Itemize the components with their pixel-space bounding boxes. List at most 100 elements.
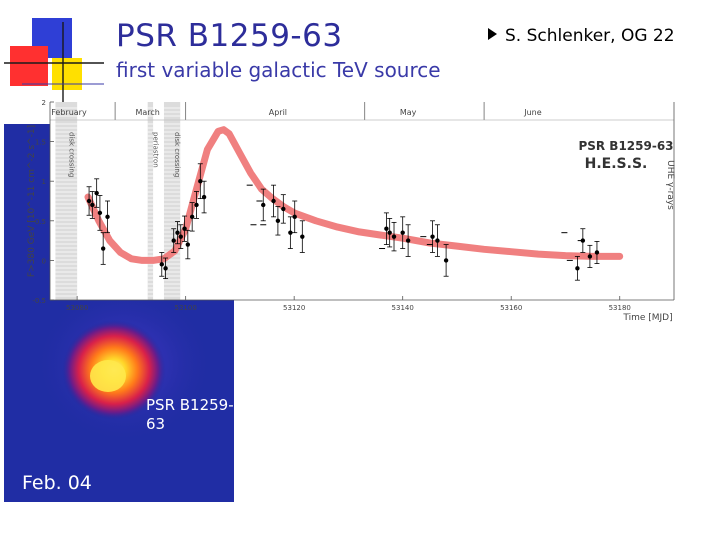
point-marker bbox=[400, 230, 405, 235]
data-point bbox=[185, 229, 191, 260]
y-tick-label: 0 bbox=[42, 257, 46, 265]
month-label: June bbox=[523, 108, 542, 117]
decorative-squares bbox=[4, 18, 104, 108]
y-tick-label: 2 bbox=[42, 100, 46, 107]
point-marker bbox=[90, 202, 95, 208]
point-marker bbox=[198, 179, 203, 184]
point-marker bbox=[391, 234, 397, 239]
point-marker bbox=[288, 230, 293, 235]
data-point bbox=[574, 256, 580, 281]
point-marker bbox=[300, 234, 305, 239]
data-point bbox=[400, 216, 406, 249]
point-marker bbox=[100, 246, 106, 251]
point-marker bbox=[405, 238, 411, 243]
data-point bbox=[105, 200, 111, 234]
point-marker bbox=[175, 230, 180, 235]
byline: S. Schlenker, OG 22 bbox=[488, 26, 675, 46]
data-point bbox=[275, 206, 281, 236]
data-point bbox=[94, 178, 100, 208]
point-marker bbox=[261, 202, 266, 208]
point-marker bbox=[185, 242, 191, 247]
point-marker bbox=[189, 214, 195, 220]
y-tick-label: 1.5 bbox=[35, 139, 46, 147]
point-marker bbox=[292, 214, 297, 220]
point-marker bbox=[575, 266, 580, 271]
point-marker bbox=[194, 202, 199, 208]
y-tick-label: 1 bbox=[42, 178, 46, 186]
x-tick-label: 53180 bbox=[609, 304, 631, 312]
x-tick-label: 53100 bbox=[175, 304, 197, 312]
data-point bbox=[175, 221, 181, 245]
point-marker bbox=[163, 266, 168, 271]
data-point bbox=[260, 188, 266, 222]
data-point bbox=[405, 224, 411, 257]
data-point bbox=[299, 220, 305, 253]
data-point bbox=[383, 212, 389, 245]
point-marker bbox=[275, 218, 281, 223]
data-point bbox=[287, 216, 293, 249]
bullet-arrow-icon bbox=[488, 28, 497, 40]
data-point bbox=[271, 184, 277, 218]
data-point bbox=[197, 163, 203, 200]
sky-date-label: Feb. 04 bbox=[22, 472, 92, 494]
point-marker bbox=[178, 234, 183, 239]
data-point bbox=[434, 224, 440, 257]
data-point bbox=[387, 218, 393, 248]
point-marker bbox=[281, 206, 286, 212]
data-point bbox=[89, 191, 95, 219]
data-point bbox=[587, 244, 593, 268]
data-point bbox=[171, 228, 177, 253]
band-label: disk crossing bbox=[67, 132, 75, 177]
month-label: May bbox=[400, 108, 417, 117]
band-label: periastron bbox=[151, 132, 159, 168]
data-point bbox=[189, 202, 195, 232]
data-point bbox=[178, 224, 184, 249]
point-marker bbox=[387, 230, 392, 235]
shaded-band bbox=[147, 102, 154, 300]
point-marker bbox=[159, 262, 164, 267]
point-marker bbox=[201, 194, 207, 200]
byline-text: S. Schlenker, OG 22 bbox=[505, 26, 675, 46]
data-point bbox=[292, 200, 298, 234]
point-marker bbox=[86, 198, 92, 204]
y-axis-label: F>380 GeV [10^-11 cm^-2 s^-1] bbox=[27, 125, 37, 277]
chart-experiment-label: H.E.S.S. bbox=[585, 156, 648, 172]
point-marker bbox=[587, 254, 593, 259]
month-label: April bbox=[269, 108, 287, 117]
shaded-band bbox=[55, 102, 78, 300]
point-marker bbox=[430, 234, 435, 239]
data-point bbox=[159, 252, 165, 277]
data-point bbox=[194, 191, 200, 219]
x-tick-label: 53140 bbox=[392, 304, 414, 312]
point-marker bbox=[94, 190, 99, 196]
sky-source-label: PSR B1259-63 bbox=[146, 396, 234, 433]
data-point bbox=[280, 194, 286, 224]
light-curve-chart: disk crossing periastron disk crossing Feb… bbox=[27, 100, 675, 323]
data-point bbox=[86, 186, 92, 216]
month-label: February bbox=[51, 108, 87, 117]
slide-title: PSR B1259-63 bbox=[116, 18, 343, 54]
slide-subtitle: first variable galactic TeV source bbox=[116, 58, 441, 82]
model-curve bbox=[84, 126, 624, 264]
data-point bbox=[163, 257, 169, 280]
data-point bbox=[430, 220, 436, 253]
point-marker bbox=[97, 210, 103, 216]
band-label: disk crossing bbox=[173, 132, 181, 177]
data-point bbox=[443, 244, 449, 277]
data-point bbox=[100, 232, 106, 265]
data-point bbox=[391, 221, 397, 252]
point-marker bbox=[271, 198, 276, 204]
right-axis-label: UHE γ-rays bbox=[665, 160, 675, 210]
month-label: March bbox=[135, 108, 159, 117]
point-marker bbox=[171, 238, 176, 243]
point-marker bbox=[182, 226, 187, 231]
point-marker bbox=[443, 258, 449, 263]
data-point bbox=[182, 215, 188, 242]
point-marker bbox=[435, 238, 440, 243]
y-tick-label: 0.5 bbox=[35, 218, 46, 226]
data-point bbox=[594, 240, 600, 264]
data-point bbox=[97, 195, 103, 231]
point-marker bbox=[384, 226, 389, 231]
x-tick-label: 53160 bbox=[500, 304, 522, 312]
point-marker bbox=[594, 250, 600, 255]
